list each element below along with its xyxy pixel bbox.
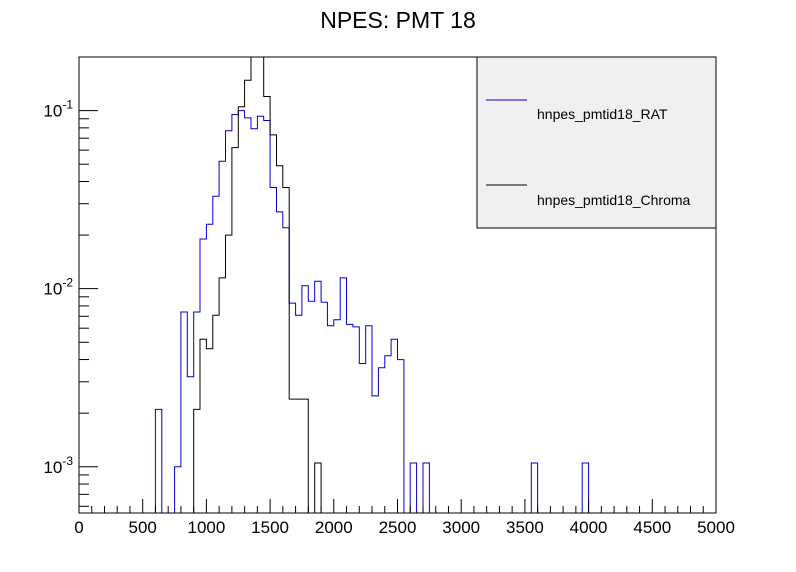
chart-title: NPES: PMT 18 (320, 7, 476, 33)
x-tick-label: 4000 (570, 518, 608, 537)
x-tick-label: 3000 (442, 518, 480, 537)
x-tick-label: 2000 (315, 518, 353, 537)
x-axis: 0 500 1000 1500 2000 2500 3000 3500 4000 4500 5000 (74, 499, 735, 537)
x-tick-label: 500 (129, 518, 157, 537)
x-tick-label: 2500 (379, 518, 417, 537)
x-tick-label: 1500 (251, 518, 289, 537)
x-tick-label: 4500 (633, 518, 671, 537)
x-tick-label: 5000 (697, 518, 735, 537)
legend-label-rat: hnpes_pmtid18_RAT (537, 106, 668, 122)
x-tick-label: 0 (74, 518, 83, 537)
legend: hnpes_pmtid18_RAT hnpes_pmtid18_Chroma (476, 56, 717, 229)
legend-label-chroma: hnpes_pmtid18_Chroma (537, 192, 691, 208)
y-tick-label: 10-3 (43, 454, 73, 477)
legend-box (476, 56, 717, 229)
y-axis: 10-1 10-2 10-3 (43, 56, 98, 507)
x-tick-label: 1000 (187, 518, 225, 537)
y-tick-label: 10-1 (43, 98, 73, 121)
x-tick-label: 3500 (506, 518, 544, 537)
y-tick-label: 10-2 (43, 276, 73, 299)
